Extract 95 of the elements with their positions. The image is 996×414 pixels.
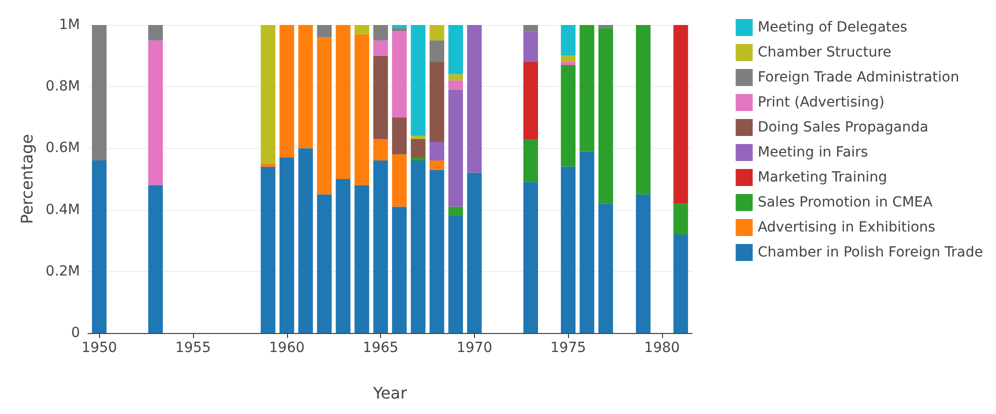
bar <box>410 138 426 158</box>
bar <box>598 204 614 333</box>
bar <box>317 194 332 333</box>
bar <box>523 25 538 32</box>
bar <box>673 204 688 234</box>
bar <box>560 166 576 333</box>
bar <box>560 62 576 66</box>
bar <box>148 185 163 333</box>
y-tick-label: 0.2M <box>46 263 80 280</box>
bar <box>523 62 538 139</box>
bar <box>580 151 594 333</box>
bar <box>636 194 651 333</box>
bar <box>448 25 463 74</box>
bar <box>92 25 107 161</box>
bar <box>448 206 463 216</box>
x-tick-label: 1965 <box>362 340 398 356</box>
y-axis-title: Percentage <box>17 134 36 224</box>
legend-label: Marketing Training <box>758 170 888 186</box>
bar <box>336 25 350 179</box>
bar <box>523 31 538 62</box>
bar <box>430 40 444 62</box>
legend-label: Foreign Trade Administration <box>758 70 960 86</box>
bar <box>410 157 426 161</box>
bar <box>298 148 313 333</box>
bar <box>354 185 370 333</box>
bar <box>580 25 594 152</box>
bar <box>317 25 332 38</box>
x-tick-label: 1960 <box>269 340 305 356</box>
bar <box>298 25 313 148</box>
bar <box>392 206 407 333</box>
bar <box>523 138 538 182</box>
bar <box>636 25 651 194</box>
bar <box>373 138 388 161</box>
y-tick-label: 0.6M <box>46 140 80 156</box>
y-tick-label: 0 <box>71 325 80 341</box>
y-tick-label: 1M <box>59 17 80 33</box>
bar <box>448 90 463 207</box>
bar <box>373 40 388 56</box>
bar <box>392 25 407 28</box>
x-tick-label: 1955 <box>175 340 211 356</box>
bar <box>560 56 576 62</box>
x-tick-label: 1980 <box>644 340 680 356</box>
bar <box>598 25 614 28</box>
bar <box>317 37 332 194</box>
legend-label: Print (Advertising) <box>758 94 884 110</box>
bar <box>467 25 482 173</box>
bar <box>410 160 426 333</box>
bar <box>92 160 107 333</box>
legend-label: Meeting in Fairs <box>758 144 868 160</box>
x-tick-label: 1970 <box>456 340 492 356</box>
legend-label: Chamber Structure <box>758 44 892 60</box>
bar <box>430 25 444 40</box>
bar <box>392 31 407 118</box>
bar <box>354 34 370 186</box>
bar <box>260 166 276 333</box>
legend-label: Doing Sales Propaganda <box>758 120 928 136</box>
bar <box>148 40 163 186</box>
bar <box>448 216 463 333</box>
bar <box>336 179 350 333</box>
bar <box>373 56 388 139</box>
bar <box>560 25 576 56</box>
bar <box>410 25 426 136</box>
bar <box>260 25 276 164</box>
bar <box>448 80 463 90</box>
bar <box>373 25 388 40</box>
legend-label: Sales Promotion in CMEA <box>758 194 934 210</box>
bar <box>523 182 538 333</box>
bar <box>430 170 444 333</box>
y-tick-label: 0.4M <box>46 202 80 218</box>
bar <box>280 157 294 333</box>
x-tick-label: 1975 <box>550 340 586 356</box>
legend-label: Chamber in Polish Foreign Trade <box>758 244 984 260</box>
bar <box>392 117 407 154</box>
bar <box>392 28 407 32</box>
bar <box>598 28 614 204</box>
bar <box>560 65 576 167</box>
bar <box>673 234 688 333</box>
legend-label: Meeting of Delegates <box>758 20 908 36</box>
bar <box>448 74 463 80</box>
bar <box>410 136 426 139</box>
x-axis-title: Year <box>372 384 408 402</box>
bar <box>260 164 276 167</box>
bar <box>148 25 163 40</box>
bar <box>280 25 294 158</box>
bar <box>373 160 388 333</box>
bar <box>354 25 370 34</box>
bar <box>467 172 482 333</box>
y-tick-label: 0.8M <box>46 78 80 95</box>
bar <box>430 142 444 161</box>
legend-label: Advertising in Exhibitions <box>758 220 936 236</box>
bar <box>430 62 444 142</box>
x-tick-label: 1950 <box>81 340 118 356</box>
bar <box>392 154 407 207</box>
bar <box>673 25 688 204</box>
bar <box>430 160 444 170</box>
